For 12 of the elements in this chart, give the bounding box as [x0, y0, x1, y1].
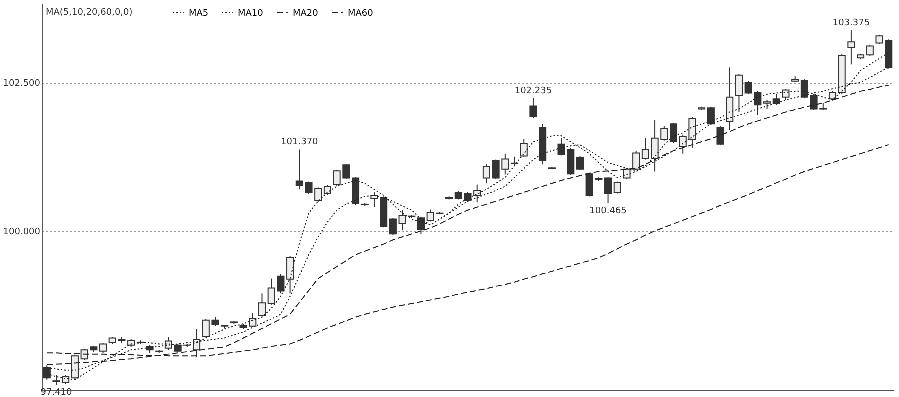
annotation: 101.370 [281, 138, 319, 148]
y-tick-label: 102.500 [3, 79, 41, 90]
legend-label: MA10 [238, 8, 264, 19]
y-tick-label: 100.000 [3, 228, 41, 238]
legend-label: MA60 [348, 8, 374, 19]
annotation: 97.410 [40, 388, 73, 397]
annotation: MA(5,10,20,60,0,0) [46, 8, 133, 18]
annotation: 103.375 [832, 18, 870, 28]
legend-label: MA5 [189, 8, 209, 19]
legend-label: MA20 [293, 8, 319, 19]
annotation: 102.235 [514, 86, 552, 96]
annotation: 100.465 [590, 206, 627, 217]
